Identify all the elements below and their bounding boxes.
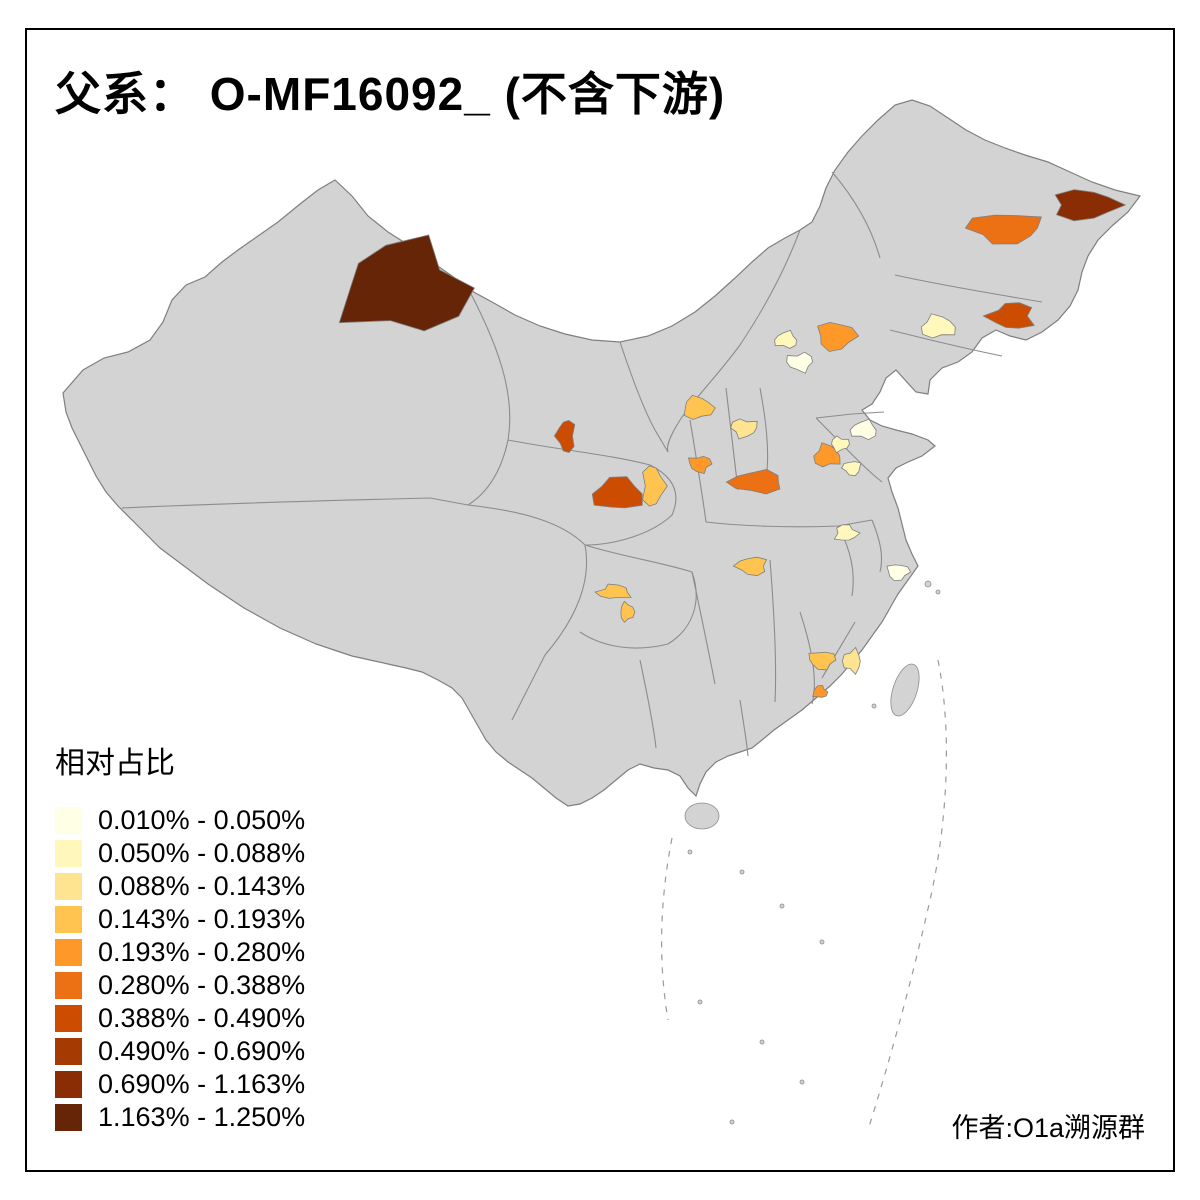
figure-border [25, 28, 1175, 1172]
map-region [964, 214, 1042, 245]
legend-swatch [55, 873, 82, 900]
hainan-island [684, 802, 720, 830]
legend-item: 0.690% - 1.163% [55, 1068, 305, 1101]
map-region [338, 234, 475, 332]
map-region [886, 564, 912, 582]
china-mainland [62, 99, 1142, 807]
map-region [774, 329, 798, 349]
map-region [553, 419, 576, 453]
map-region [687, 455, 713, 474]
map-region [620, 600, 636, 623]
legend-swatch [55, 1071, 82, 1098]
legend-swatch [55, 1005, 82, 1032]
legend-label: 0.388% - 0.490% [98, 1003, 306, 1033]
map-region [849, 418, 877, 441]
map-region [920, 313, 956, 339]
legend-label: 0.088% - 0.143% [98, 871, 306, 901]
map-region [831, 435, 850, 454]
legend-item: 1.163% - 1.250% [55, 1101, 305, 1134]
map-region [813, 442, 841, 468]
legend-label: 0.143% - 0.193% [98, 904, 306, 934]
map-region [594, 583, 632, 599]
legend-item: 0.050% - 0.088% [55, 837, 305, 870]
highlighted-regions [338, 189, 1127, 698]
map-region [725, 468, 781, 495]
map-region [841, 646, 861, 675]
map-region [642, 465, 668, 507]
attribution: 作者:O1a溯源群 [951, 1113, 1145, 1143]
map-region [591, 476, 643, 509]
map-region [730, 418, 758, 440]
map-region [833, 524, 861, 541]
map-region [732, 556, 768, 577]
nine-dash-line-west [660, 837, 673, 1021]
legend-item: 0.490% - 0.690% [55, 1035, 305, 1068]
nine-dash-line [867, 659, 947, 1131]
legend-item: 0.388% - 0.490% [55, 1002, 305, 1035]
legend-item: 0.143% - 0.193% [55, 903, 305, 936]
map-region [982, 302, 1035, 329]
legend-label: 1.163% - 1.250% [98, 1102, 306, 1132]
map-region [1054, 189, 1127, 222]
legend-swatch [55, 906, 82, 933]
legend-label: 0.280% - 0.388% [98, 970, 306, 1000]
legend-label: 0.490% - 0.690% [98, 1036, 306, 1066]
map-region [841, 461, 862, 477]
legend-swatch [55, 1104, 82, 1131]
legend-swatch [55, 972, 82, 999]
legend-label: 0.690% - 1.163% [98, 1069, 306, 1099]
legend-label: 0.050% - 0.088% [98, 838, 306, 868]
legend-item: 0.193% - 0.280% [55, 936, 305, 969]
page-title: 父系： O-MF16092_ (不含下游) [55, 68, 726, 120]
islands [660, 580, 947, 1131]
legend-item: 0.088% - 0.143% [55, 870, 305, 903]
map-region [817, 321, 860, 352]
legend-label: 0.193% - 0.280% [98, 937, 306, 967]
legend: 相对占比 0.010% - 0.050% 0.050% - 0.088% 0.088… [55, 738, 305, 1134]
legend-title: 相对占比 [55, 747, 175, 780]
legend-swatch [55, 1038, 82, 1065]
legend-swatch [55, 807, 82, 834]
map-region [808, 651, 837, 671]
taiwan-island [890, 663, 920, 717]
map-region [683, 394, 716, 420]
legend-item: 0.010% - 0.050% [55, 804, 305, 837]
map-region [812, 684, 829, 698]
legend-swatch [55, 939, 82, 966]
legend-swatch [55, 840, 82, 867]
legend-label: 0.010% - 0.050% [98, 805, 306, 835]
map-region [786, 351, 814, 374]
legend-item: 0.280% - 0.388% [55, 969, 305, 1002]
legend-items: 0.010% - 0.050% 0.050% - 0.088% 0.088% - 0… [55, 804, 305, 1134]
